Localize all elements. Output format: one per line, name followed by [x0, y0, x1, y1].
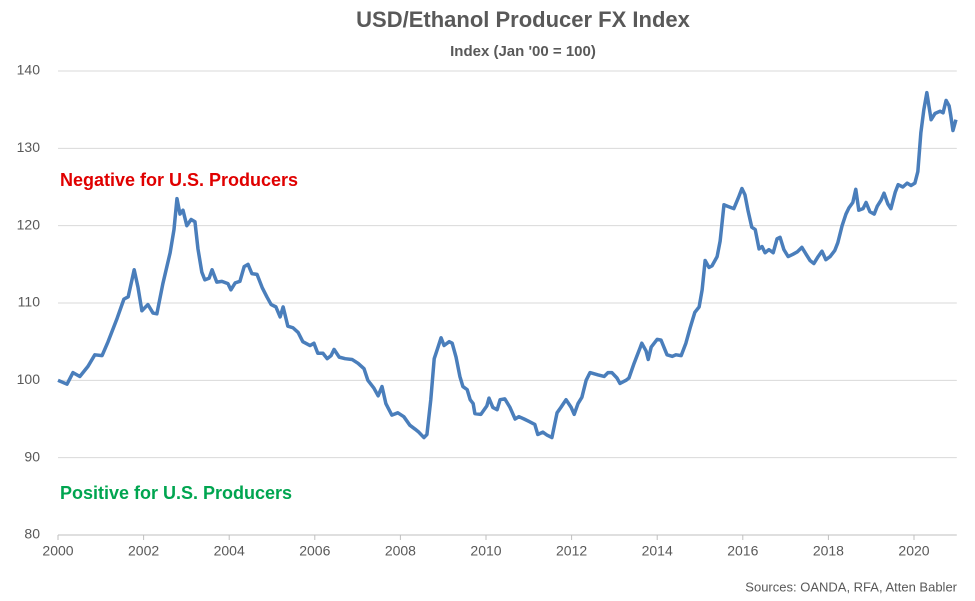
chart-subtitle: Index (Jan '00 = 100): [450, 43, 596, 60]
x-tick-label: 2008: [385, 543, 416, 559]
x-tick-label: 2014: [642, 543, 673, 559]
annotation: Positive for U.S. Producers: [60, 483, 292, 503]
x-tick-label: 2004: [214, 543, 245, 559]
x-tick-label: 2016: [727, 543, 758, 559]
x-tick-label: 2020: [898, 543, 929, 559]
y-tick-label: 140: [17, 62, 41, 78]
y-tick-label: 80: [24, 526, 40, 542]
y-tick-label: 110: [18, 294, 41, 310]
y-tick-label: 120: [17, 216, 41, 232]
x-tick-label: 2012: [556, 543, 587, 559]
y-tick-label: 90: [24, 448, 40, 464]
line-series: [57, 90, 958, 440]
x-tick-label: 2000: [42, 543, 73, 559]
annotation: Negative for U.S. Producers: [60, 170, 298, 190]
x-tick-label: 2010: [470, 543, 501, 559]
x-tick-label: 2006: [299, 543, 330, 559]
x-tick-label: 2018: [813, 543, 844, 559]
source-note: Sources: OANDA, RFA, Atten Babler: [745, 579, 957, 594]
y-tick-label: 100: [17, 371, 41, 387]
x-tick-label: 2002: [128, 543, 159, 559]
y-tick-label: 130: [17, 139, 41, 155]
chart-title: USD/Ethanol Producer FX Index: [356, 7, 690, 32]
